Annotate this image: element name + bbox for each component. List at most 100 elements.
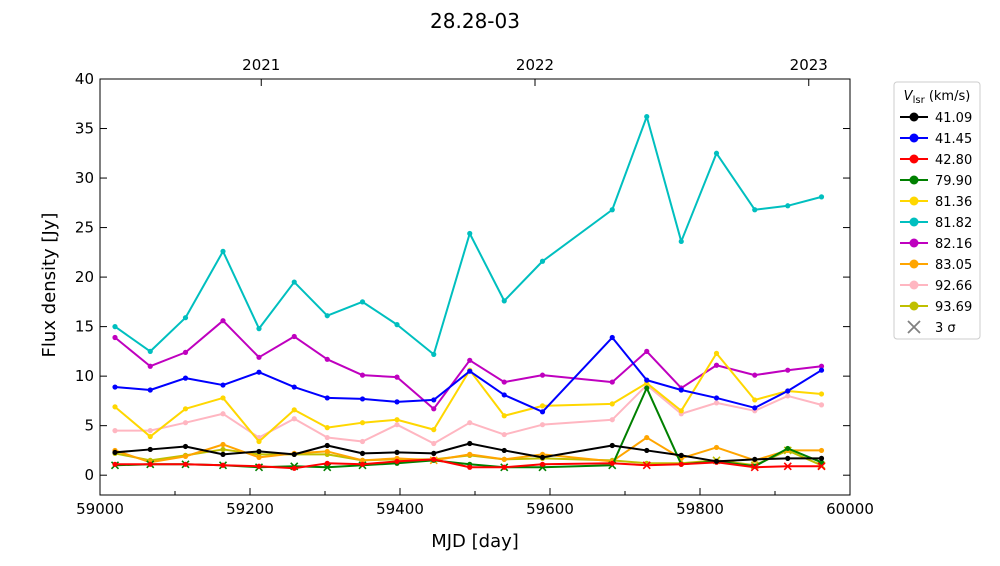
plot-frame — [99, 78, 851, 496]
legend-swatch-dot — [909, 301, 919, 311]
data-point — [752, 372, 758, 378]
data-point — [359, 461, 366, 467]
y-tick-label: 35 — [75, 120, 94, 138]
data-point — [467, 230, 473, 237]
data-point — [182, 375, 189, 381]
data-point — [713, 458, 720, 464]
data-point — [220, 395, 226, 401]
data-point — [256, 354, 262, 360]
data-point — [752, 207, 758, 213]
legend-label: 41.45 — [935, 132, 972, 147]
data-point — [818, 367, 825, 373]
chart-title: 28.28-03 — [430, 9, 520, 33]
data-point — [220, 411, 226, 417]
data-point — [324, 448, 330, 455]
y-tick-label: 40 — [75, 70, 94, 88]
data-point — [467, 357, 473, 363]
data-point — [501, 379, 507, 385]
data-point — [818, 363, 825, 369]
data-point — [394, 449, 400, 456]
data-point — [431, 397, 437, 403]
series-line-81.82 — [114, 115, 822, 356]
data-point — [818, 402, 825, 408]
data-point — [752, 397, 758, 403]
data-point — [291, 384, 297, 390]
legend-swatch-dot — [909, 196, 919, 206]
data-point — [324, 460, 330, 466]
plot-layer: 59000 59200 59400 59600 59800 60000 0 5 10 15 20 25… — [75, 56, 874, 518]
data-point — [182, 349, 189, 355]
data-point — [713, 362, 720, 368]
data-point — [359, 438, 366, 445]
data-point — [431, 456, 437, 462]
data-point — [609, 334, 615, 341]
x-tick-label: 59600 — [526, 500, 574, 518]
data-point — [467, 440, 473, 447]
y-tick-label: 20 — [75, 268, 94, 286]
data-point — [256, 369, 262, 375]
legend-swatch-dot — [909, 280, 919, 290]
y-tick-label: 30 — [75, 169, 94, 187]
data-point — [644, 348, 650, 354]
top-axis-year-label: 2022 — [516, 56, 554, 74]
data-point — [359, 450, 366, 456]
data-point — [609, 442, 615, 449]
data-point — [713, 400, 720, 406]
data-point — [644, 447, 650, 454]
data-point — [324, 313, 330, 319]
legend-label: 79.90 — [935, 174, 972, 189]
data-point — [539, 372, 546, 378]
upper-limit-marker — [817, 462, 826, 471]
data-point — [112, 449, 118, 456]
data-point — [467, 368, 473, 374]
x-tick-label: 59400 — [376, 500, 424, 518]
data-point — [818, 459, 825, 465]
x-tick-label: 60000 — [826, 500, 874, 518]
legend-title: Vlsr (km/s) — [904, 89, 971, 106]
data-point — [394, 322, 400, 328]
data-point — [431, 440, 437, 447]
data-point — [501, 456, 507, 462]
data-point — [147, 461, 153, 467]
data-point — [501, 392, 507, 398]
data-point — [112, 384, 118, 390]
series-line-41.09 — [114, 442, 822, 463]
data-point — [644, 377, 650, 383]
data-point — [112, 324, 118, 330]
data-point — [182, 315, 189, 321]
data-point — [609, 417, 615, 423]
data-point — [324, 434, 330, 441]
data-point — [431, 427, 437, 433]
y-tick-label: 10 — [75, 367, 94, 385]
data-point — [467, 451, 473, 457]
legend-box — [893, 81, 981, 340]
data-point — [394, 399, 400, 405]
upper-limit-marker — [323, 463, 332, 472]
data-point — [713, 150, 720, 156]
legend-label: 92.66 — [935, 279, 972, 294]
data-point — [609, 460, 615, 466]
data-point — [394, 422, 400, 428]
legend-label: 83.05 — [935, 258, 972, 273]
legend-label: 81.36 — [935, 195, 972, 210]
y-tick-label: 25 — [75, 219, 94, 237]
y-tick-label: 15 — [75, 318, 94, 336]
legend-label: 93.69 — [935, 300, 972, 315]
y-tick-label: 0 — [84, 466, 94, 484]
series-line-92.66 — [115, 384, 822, 445]
data-point — [256, 448, 262, 455]
data-point — [752, 405, 758, 411]
data-point — [609, 207, 615, 213]
data-point — [678, 238, 684, 245]
top-axis-year-label: 2021 — [242, 56, 280, 74]
data-point — [785, 388, 791, 394]
data-point — [182, 461, 189, 467]
x-tick-label: 59200 — [226, 500, 274, 518]
data-point — [324, 442, 330, 449]
data-point — [359, 457, 366, 463]
legend-swatch-dot — [909, 238, 919, 248]
legend-label: 82.16 — [935, 237, 972, 252]
data-point — [147, 348, 153, 354]
top-axis-year-label: 2023 — [790, 56, 828, 74]
